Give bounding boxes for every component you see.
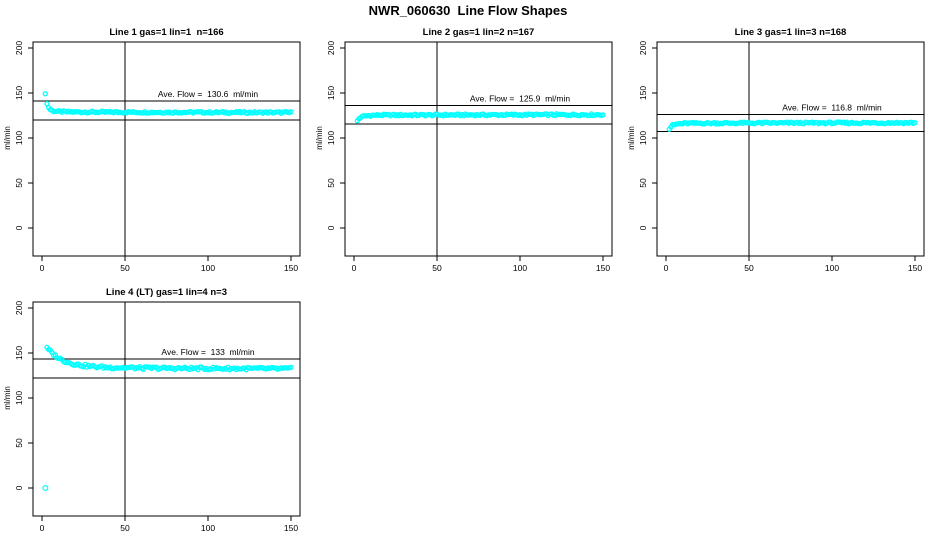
y-axis-label: ml/min bbox=[3, 386, 12, 410]
data-point bbox=[288, 109, 294, 115]
panel-title: Line 4 (LT) gas=1 lin=4 n=3 bbox=[106, 287, 227, 298]
y-axis-label: ml/min bbox=[627, 126, 636, 150]
data-point bbox=[288, 364, 294, 371]
plot-frame bbox=[32, 301, 301, 517]
panel-title: Line 1 gas=1 lin=1 n=166 bbox=[109, 27, 223, 38]
y-tick-label: 200 bbox=[638, 41, 648, 55]
data-points bbox=[44, 344, 294, 373]
plot-frame bbox=[32, 41, 301, 257]
plot-frame bbox=[344, 41, 613, 257]
ave-flow-label: Ave. Flow = 130.6 ml/min bbox=[158, 89, 259, 99]
data-point bbox=[42, 91, 48, 97]
x-tick-label: 50 bbox=[120, 263, 130, 273]
x-tick-label: 150 bbox=[284, 523, 298, 533]
x-tick-label: 0 bbox=[664, 263, 669, 273]
y-tick-label: 100 bbox=[14, 391, 24, 405]
x-tick-label: 100 bbox=[201, 523, 215, 533]
x-tick-label: 100 bbox=[825, 263, 839, 273]
y-tick-label: 150 bbox=[14, 346, 24, 360]
plot-frame bbox=[656, 41, 925, 257]
x-tick-label: 100 bbox=[201, 263, 215, 273]
ave-flow-label: Ave. Flow = 133 ml/min bbox=[161, 347, 254, 357]
y-tick-label: 200 bbox=[14, 41, 24, 55]
ave-flow-label: Ave. Flow = 125.9 ml/min bbox=[470, 94, 571, 104]
panel-title: Line 3 gas=1 lin=3 n=168 bbox=[735, 27, 847, 38]
x-tick-label: 150 bbox=[284, 263, 298, 273]
data-points bbox=[666, 119, 918, 132]
data-point bbox=[912, 120, 918, 126]
y-tick-label: 150 bbox=[638, 86, 648, 100]
x-tick-label: 50 bbox=[120, 523, 130, 533]
y-tick-label: 0 bbox=[326, 225, 336, 230]
y-tick-label: 100 bbox=[14, 131, 24, 145]
x-tick-label: 100 bbox=[513, 263, 527, 273]
y-tick-label: 100 bbox=[326, 131, 336, 145]
data-point bbox=[600, 112, 606, 118]
data-points bbox=[42, 91, 294, 116]
y-tick-label: 50 bbox=[14, 178, 24, 188]
y-axis-label: ml/min bbox=[3, 126, 12, 150]
x-tick-label: 0 bbox=[40, 523, 45, 533]
y-tick-label: 0 bbox=[14, 225, 24, 230]
y-tick-label: 50 bbox=[14, 438, 24, 448]
x-tick-label: 50 bbox=[744, 263, 754, 273]
y-tick-label: 200 bbox=[326, 41, 336, 55]
panel-line-4-lt: Line 4 (LT) gas=1 lin=4 n=3 0 50 100 150 0 50 1… bbox=[0, 284, 312, 540]
y-tick-label: 200 bbox=[14, 301, 24, 315]
outlier-point bbox=[42, 484, 49, 492]
panel-title: Line 2 gas=1 lin=2 n=167 bbox=[423, 27, 535, 38]
y-tick-label: 0 bbox=[14, 485, 24, 490]
x-tick-label: 0 bbox=[352, 263, 357, 273]
x-tick-label: 150 bbox=[908, 263, 922, 273]
x-tick-label: 150 bbox=[596, 263, 610, 273]
y-tick-label: 100 bbox=[638, 131, 648, 145]
panel-line-2: Line 2 gas=1 lin=2 n=167 0 50 100 150 0 50 100 1… bbox=[312, 24, 624, 286]
y-axis-label: ml/min bbox=[315, 126, 324, 150]
y-tick-label: 50 bbox=[638, 178, 648, 188]
panel-line-3: Line 3 gas=1 lin=3 n=168 0 50 100 150 0 50 100 1… bbox=[624, 24, 936, 286]
y-tick-label: 0 bbox=[638, 225, 648, 230]
x-tick-label: 50 bbox=[432, 263, 442, 273]
panel-line-1: Line 1 gas=1 lin=1 n=166 0 50 100 150 0 50 100 1… bbox=[0, 24, 312, 286]
panel-svg: Line 2 gas=1 lin=2 n=167 0 50 100 150 0 50 100 1… bbox=[315, 27, 613, 273]
ave-flow-label: Ave. Flow = 116.8 ml/min bbox=[782, 103, 882, 113]
y-tick-label: 150 bbox=[14, 86, 24, 100]
y-tick-label: 50 bbox=[326, 178, 336, 188]
panel-svg: Line 3 gas=1 lin=3 n=168 0 50 100 150 0 50 100 1… bbox=[627, 27, 925, 273]
panel-svg: Line 4 (LT) gas=1 lin=4 n=3 0 50 100 150 0 50 1… bbox=[3, 287, 301, 533]
panel-svg: Line 1 gas=1 lin=1 n=166 0 50 100 150 0 50 100 1… bbox=[3, 27, 301, 273]
y-tick-label: 150 bbox=[326, 86, 336, 100]
x-tick-label: 0 bbox=[40, 263, 45, 273]
data-points bbox=[354, 111, 606, 124]
chart-title: NWR_060630 Line Flow Shapes bbox=[368, 3, 568, 18]
